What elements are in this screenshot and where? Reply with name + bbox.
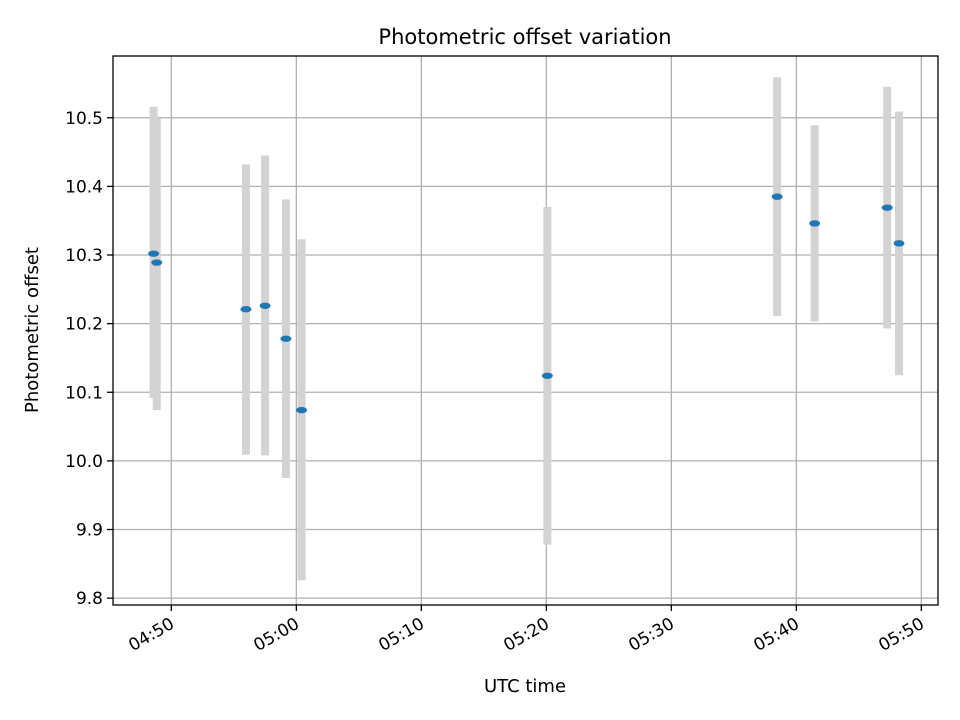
data-point: [809, 220, 821, 227]
y-tick-label: 10.5: [65, 109, 103, 129]
y-tick-label: 10.0: [65, 452, 103, 472]
data-point: [296, 406, 308, 414]
data-point: [771, 193, 783, 200]
data-point: [893, 240, 905, 247]
y-tick-label: 10.2: [65, 315, 103, 335]
data-point: [240, 306, 252, 313]
y-tick-label: 10.4: [65, 177, 103, 197]
data-point: [151, 259, 163, 266]
plot-frame: [112, 55, 939, 606]
data-point: [280, 335, 292, 342]
y-tick-label: 9.9: [76, 521, 103, 541]
y-tick-label: 10.3: [65, 246, 103, 266]
y-tick-label: 9.8: [76, 589, 103, 609]
data-point: [541, 372, 553, 379]
data-point: [259, 302, 271, 309]
y-axis: 9.8 9.9 10.0 10.1 10.2 10.3 10.4 10.5: [65, 109, 113, 609]
x-axis-title: UTC time: [484, 676, 566, 697]
chart-title: Photometric offset variation: [378, 25, 671, 49]
y-tick-label: 10.1: [65, 383, 103, 403]
grid: [113, 56, 938, 605]
data-points: [148, 193, 905, 414]
y-axis-title: Photometric offset: [22, 247, 43, 413]
data-point: [881, 204, 893, 211]
data-point: [148, 250, 160, 257]
